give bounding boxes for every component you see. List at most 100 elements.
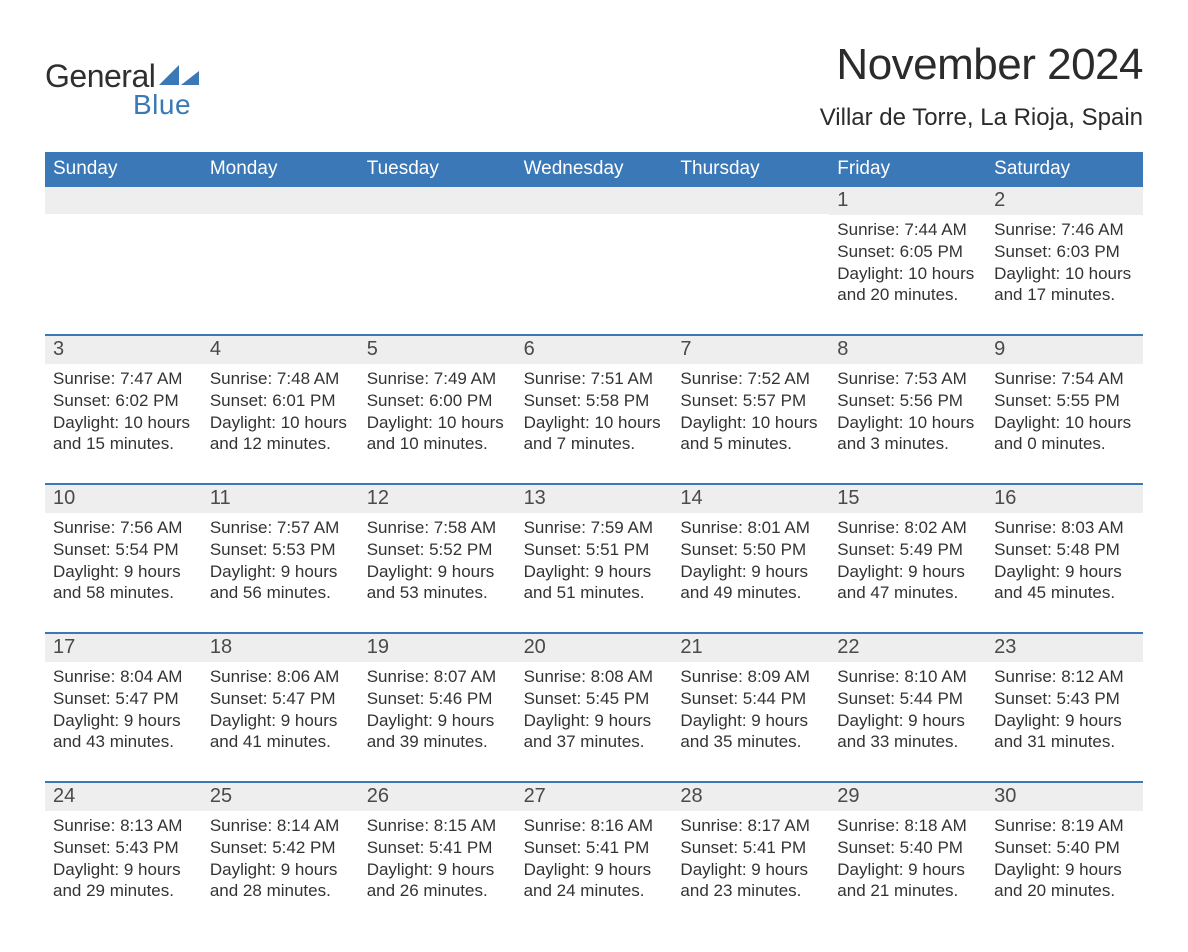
day-number: 7: [672, 336, 829, 364]
dow-cell: Friday: [829, 152, 986, 187]
day-info-line: Sunset: 5:46 PM: [367, 688, 510, 710]
day-number: 30: [986, 783, 1143, 811]
day-number: 5: [359, 336, 516, 364]
day-info-line: Sunset: 5:44 PM: [680, 688, 823, 710]
day-number: 27: [516, 783, 673, 811]
day-info-line: Daylight: 9 hours: [837, 859, 980, 881]
day-number: [672, 187, 829, 214]
day-info-line: Sunset: 5:43 PM: [994, 688, 1137, 710]
day-info-line: Daylight: 9 hours: [53, 859, 196, 881]
day-info: Sunrise: 8:06 AMSunset: 5:47 PMDaylight:…: [208, 666, 353, 753]
day-cell: 28Sunrise: 8:17 AMSunset: 5:41 PMDayligh…: [672, 783, 829, 902]
day-info-line: Sunset: 5:58 PM: [524, 390, 667, 412]
day-cell: 20Sunrise: 8:08 AMSunset: 5:45 PMDayligh…: [516, 634, 673, 753]
day-info-line: and 5 minutes.: [680, 433, 823, 455]
day-info-line: and 20 minutes.: [994, 880, 1137, 902]
day-info: Sunrise: 7:47 AMSunset: 6:02 PMDaylight:…: [51, 368, 196, 455]
day-info-line: Sunset: 5:56 PM: [837, 390, 980, 412]
day-cell: [359, 187, 516, 306]
week-row: 10Sunrise: 7:56 AMSunset: 5:54 PMDayligh…: [45, 483, 1143, 604]
day-number: [202, 187, 359, 214]
day-info-line: Sunset: 5:40 PM: [994, 837, 1137, 859]
day-info-line: and 10 minutes.: [367, 433, 510, 455]
day-number: 10: [45, 485, 202, 513]
day-info-line: and 23 minutes.: [680, 880, 823, 902]
day-cell: 19Sunrise: 8:07 AMSunset: 5:46 PMDayligh…: [359, 634, 516, 753]
day-info-line: Sunrise: 7:58 AM: [367, 517, 510, 539]
day-info-line: Sunrise: 8:10 AM: [837, 666, 980, 688]
day-info-line: Daylight: 9 hours: [994, 859, 1137, 881]
day-info-line: and 37 minutes.: [524, 731, 667, 753]
day-cell: 11Sunrise: 7:57 AMSunset: 5:53 PMDayligh…: [202, 485, 359, 604]
day-cell: 12Sunrise: 7:58 AMSunset: 5:52 PMDayligh…: [359, 485, 516, 604]
weeks-container: 1Sunrise: 7:44 AMSunset: 6:05 PMDaylight…: [45, 187, 1143, 902]
day-info-line: Sunset: 5:50 PM: [680, 539, 823, 561]
day-info: Sunrise: 7:46 AMSunset: 6:03 PMDaylight:…: [992, 219, 1137, 306]
day-info: Sunrise: 8:15 AMSunset: 5:41 PMDaylight:…: [365, 815, 510, 902]
day-number: 29: [829, 783, 986, 811]
day-info-line: Daylight: 9 hours: [210, 561, 353, 583]
day-info-line: Sunset: 5:54 PM: [53, 539, 196, 561]
day-info-line: Sunrise: 8:15 AM: [367, 815, 510, 837]
day-info-line: Daylight: 10 hours: [367, 412, 510, 434]
day-info: Sunrise: 8:02 AMSunset: 5:49 PMDaylight:…: [835, 517, 980, 604]
day-info-line: Sunrise: 8:03 AM: [994, 517, 1137, 539]
day-info-line: and 51 minutes.: [524, 582, 667, 604]
day-info: Sunrise: 8:04 AMSunset: 5:47 PMDaylight:…: [51, 666, 196, 753]
day-info-line: Sunrise: 8:16 AM: [524, 815, 667, 837]
day-info: Sunrise: 7:53 AMSunset: 5:56 PMDaylight:…: [835, 368, 980, 455]
day-info-line: Daylight: 9 hours: [837, 710, 980, 732]
day-info-line: and 3 minutes.: [837, 433, 980, 455]
day-info: Sunrise: 7:56 AMSunset: 5:54 PMDaylight:…: [51, 517, 196, 604]
calendar: SundayMondayTuesdayWednesdayThursdayFrid…: [45, 152, 1143, 902]
day-info-line: Sunset: 5:43 PM: [53, 837, 196, 859]
day-info-line: Daylight: 9 hours: [680, 561, 823, 583]
day-info-line: Sunset: 5:47 PM: [53, 688, 196, 710]
day-number: [359, 187, 516, 214]
day-info-line: Sunrise: 7:56 AM: [53, 517, 196, 539]
day-info-line: Sunset: 5:41 PM: [680, 837, 823, 859]
day-info-line: Sunrise: 7:54 AM: [994, 368, 1137, 390]
day-info-line: and 20 minutes.: [837, 284, 980, 306]
day-info-line: and 41 minutes.: [210, 731, 353, 753]
day-info-line: and 17 minutes.: [994, 284, 1137, 306]
day-info-line: and 33 minutes.: [837, 731, 980, 753]
day-info-line: and 35 minutes.: [680, 731, 823, 753]
day-number: 17: [45, 634, 202, 662]
day-info-line: Sunrise: 7:53 AM: [837, 368, 980, 390]
dow-cell: Monday: [202, 152, 359, 187]
day-info-line: Sunset: 5:48 PM: [994, 539, 1137, 561]
brand-word-2: Blue: [133, 89, 191, 121]
day-number: 8: [829, 336, 986, 364]
day-info-line: and 56 minutes.: [210, 582, 353, 604]
day-info: Sunrise: 8:01 AMSunset: 5:50 PMDaylight:…: [678, 517, 823, 604]
day-number: 12: [359, 485, 516, 513]
day-cell: 23Sunrise: 8:12 AMSunset: 5:43 PMDayligh…: [986, 634, 1143, 753]
day-info-line: Sunrise: 7:47 AM: [53, 368, 196, 390]
day-info-line: Daylight: 9 hours: [994, 561, 1137, 583]
day-info-line: Sunrise: 8:02 AM: [837, 517, 980, 539]
day-info: Sunrise: 8:14 AMSunset: 5:42 PMDaylight:…: [208, 815, 353, 902]
day-info-line: Sunset: 5:42 PM: [210, 837, 353, 859]
day-info-line: Sunset: 5:51 PM: [524, 539, 667, 561]
day-number: 19: [359, 634, 516, 662]
day-info: Sunrise: 7:44 AMSunset: 6:05 PMDaylight:…: [835, 219, 980, 306]
day-info-line: and 15 minutes.: [53, 433, 196, 455]
day-cell: 25Sunrise: 8:14 AMSunset: 5:42 PMDayligh…: [202, 783, 359, 902]
day-info: Sunrise: 8:08 AMSunset: 5:45 PMDaylight:…: [522, 666, 667, 753]
day-info-line: Sunrise: 8:06 AM: [210, 666, 353, 688]
day-info-line: Sunrise: 8:09 AM: [680, 666, 823, 688]
day-info: Sunrise: 8:10 AMSunset: 5:44 PMDaylight:…: [835, 666, 980, 753]
day-info-line: Sunrise: 7:57 AM: [210, 517, 353, 539]
day-info: Sunrise: 7:51 AMSunset: 5:58 PMDaylight:…: [522, 368, 667, 455]
day-info-line: and 0 minutes.: [994, 433, 1137, 455]
day-info-line: Sunrise: 8:07 AM: [367, 666, 510, 688]
day-info-line: Sunrise: 8:13 AM: [53, 815, 196, 837]
dow-cell: Wednesday: [516, 152, 673, 187]
day-number: 24: [45, 783, 202, 811]
week-row: 1Sunrise: 7:44 AMSunset: 6:05 PMDaylight…: [45, 187, 1143, 306]
day-info-line: Sunrise: 7:46 AM: [994, 219, 1137, 241]
day-cell: 16Sunrise: 8:03 AMSunset: 5:48 PMDayligh…: [986, 485, 1143, 604]
day-info-line: Sunrise: 7:59 AM: [524, 517, 667, 539]
dow-cell: Tuesday: [359, 152, 516, 187]
